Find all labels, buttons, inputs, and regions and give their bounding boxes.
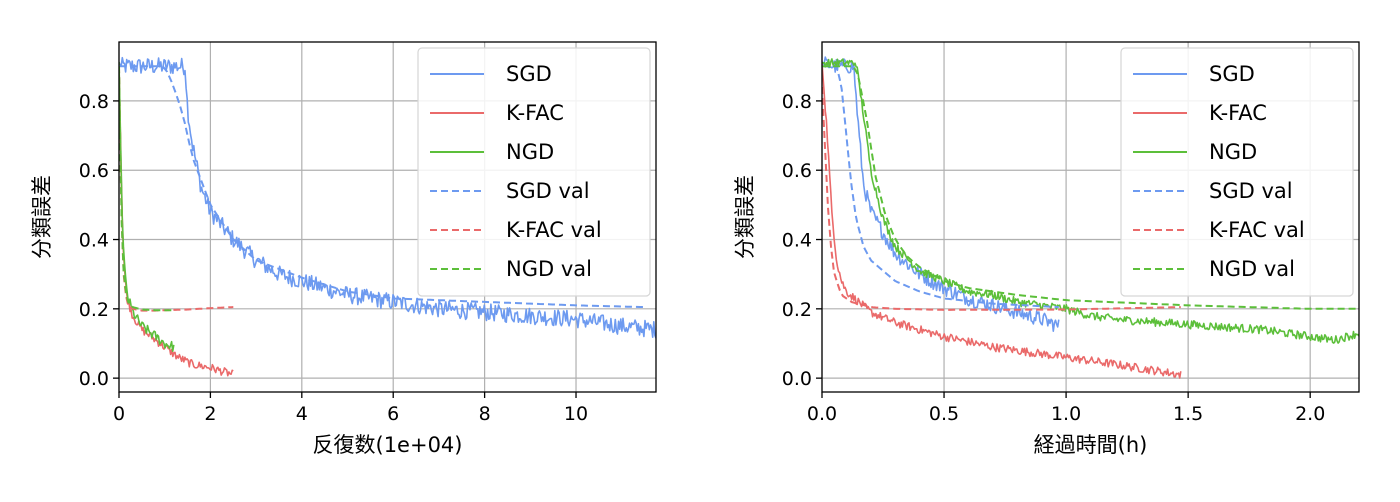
x-tick-label: 0 xyxy=(113,403,125,425)
legend-label: SGD val xyxy=(506,179,590,203)
series-group xyxy=(822,56,1359,379)
series-line-k-fac xyxy=(822,63,1182,379)
series-line-sgd-val xyxy=(822,65,1059,309)
x-tick-label: 0.5 xyxy=(929,403,959,425)
series-line-ngd xyxy=(822,58,1359,344)
legend-label: K-FAC val xyxy=(1209,218,1305,242)
x-tick-label: 4 xyxy=(296,403,308,425)
series-line-ngd-val xyxy=(822,65,1359,310)
legend-label: K-FAC val xyxy=(506,218,602,242)
legend-label: K-FAC xyxy=(506,101,564,125)
x-tick-label: 2 xyxy=(204,403,216,425)
legend-label: K-FAC xyxy=(1209,101,1267,125)
x-tick-label: 10 xyxy=(564,403,588,425)
series-line-sgd xyxy=(822,56,1060,332)
y-tick-label: 0.6 xyxy=(79,160,109,182)
x-tick-label: 1.0 xyxy=(1051,403,1081,425)
y-tick-label: 0.6 xyxy=(782,160,812,182)
y-axis-label: 分類誤差 xyxy=(733,175,757,259)
x-tick-label: 1.5 xyxy=(1173,403,1203,425)
x-tick-label: 0.0 xyxy=(807,403,837,425)
legend-label: NGD val xyxy=(1209,257,1295,281)
x-axis-label: 経過時間(h) xyxy=(1034,433,1148,457)
series-line-ngd xyxy=(119,61,175,352)
y-tick-label: 0.8 xyxy=(79,91,109,113)
x-tick-label: 8 xyxy=(479,403,491,425)
y-tick-label: 0.4 xyxy=(79,230,109,252)
series-group xyxy=(119,56,656,377)
legend-label: SGD val xyxy=(1209,179,1293,203)
legend: SGD K-FAC NGD SGD val K-FAC val NGD val xyxy=(1120,47,1354,297)
y-tick-label: 0.4 xyxy=(782,230,812,252)
x-tick-label: 2.0 xyxy=(1295,403,1325,425)
chart-panel-2: 0.0 0.5 1.0 1.5 2.0 0.0 0.2 0.4 0.6 0.8 経過時間(h) 分類誤… xyxy=(733,41,1360,457)
series-line-k-fac xyxy=(119,62,234,377)
legend-label: SGD xyxy=(1209,62,1255,86)
y-tick-label: 0.8 xyxy=(782,91,812,113)
series-line-ngd-val xyxy=(119,66,175,312)
legend-label: NGD val xyxy=(506,257,592,281)
y-tick-label: 0.2 xyxy=(782,299,812,321)
y-axis-label: 分類誤差 xyxy=(30,175,54,259)
legend-label: NGD xyxy=(506,140,554,164)
y-tick-label: 0.0 xyxy=(782,368,812,390)
legend-box xyxy=(1120,47,1354,297)
series-line-sgd xyxy=(119,56,656,339)
legend-box xyxy=(417,47,651,297)
legend: SGD K-FAC NGD SGD val K-FAC val NGD val xyxy=(417,47,651,297)
y-tick-label: 0.0 xyxy=(79,368,109,390)
y-tick-label: 0.2 xyxy=(79,299,109,321)
legend-label: SGD xyxy=(506,62,552,86)
series-line-k-fac-val xyxy=(119,66,234,312)
axes-frame xyxy=(821,41,1360,393)
x-axis-label: 反復数(1e+04) xyxy=(313,433,463,457)
axes-frame xyxy=(118,41,657,393)
x-tick-label: 6 xyxy=(387,403,399,425)
series-line-sgd-val xyxy=(119,65,645,309)
chart-panel-1: 0 2 4 6 8 10 0.0 0.2 0.4 0.6 0.8 反復数(1e+04) 分類誤差 SGD K… xyxy=(30,41,657,457)
legend-label: NGD xyxy=(1209,140,1257,164)
